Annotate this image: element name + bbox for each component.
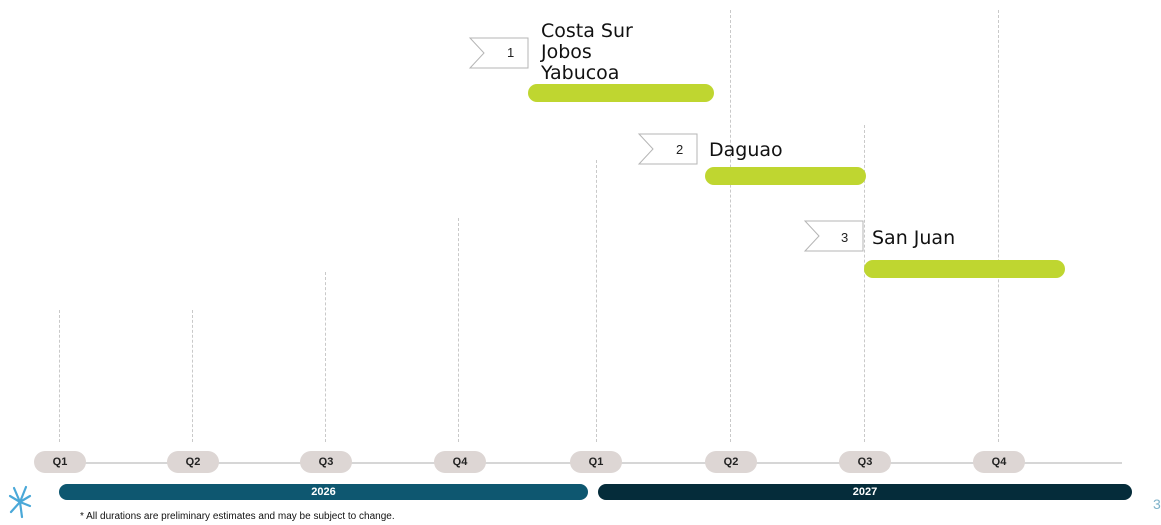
page-number: 3 <box>1153 496 1161 512</box>
phase-1-flag-shape <box>468 37 529 69</box>
phase-1-number: 1 <box>507 45 515 60</box>
phase-3-number: 3 <box>841 230 849 245</box>
phase-1-flag: 1 <box>468 37 530 72</box>
phase-1-line-2: Jobos <box>541 41 592 63</box>
guide-line-q1-2026 <box>59 310 60 442</box>
guide-line-q1-2027 <box>596 160 597 442</box>
quarter-pill-2027-q1: Q1 <box>570 451 622 473</box>
phase-2-flag: 2 <box>637 133 699 168</box>
phase-2-line-1: Daguao <box>709 139 783 161</box>
quarter-pill-2026-q2: Q2 <box>167 451 219 473</box>
quarter-pill-2026-q4: Q4 <box>434 451 486 473</box>
phase-1-duration-bar <box>528 84 714 102</box>
quarter-pill-2026-q1: Q1 <box>34 451 86 473</box>
phase-2-label: Daguao <box>709 140 783 161</box>
guide-line-q3-2027 <box>864 125 865 442</box>
phase-3-line-1: San Juan <box>872 227 956 249</box>
guide-line-q4-2027 <box>998 10 999 442</box>
phase-3-label: San Juan <box>872 228 955 249</box>
phase-3-flag: 3 <box>803 220 865 255</box>
guide-line-q3-2026 <box>325 272 326 442</box>
quarter-pill-2027-q4: Q4 <box>973 451 1025 473</box>
quarter-pill-2026-q3: Q3 <box>300 451 352 473</box>
year-bar-2027: 2027 <box>598 484 1132 500</box>
quarter-pill-2027-q2: Q2 <box>705 451 757 473</box>
phase-1-line-3: Yabucoa <box>541 62 620 84</box>
year-bar-2026: 2026 <box>59 484 588 500</box>
phase-2-duration-bar <box>705 167 866 185</box>
footnote: * All durations are preliminary estimate… <box>80 511 395 522</box>
phase-3-duration-bar <box>864 260 1065 278</box>
phase-3-flag-shape <box>803 220 864 252</box>
phase-1-label: Costa Sur Jobos Yabucoa <box>541 21 633 84</box>
guide-line-q2-2027 <box>730 10 731 442</box>
quarter-pill-2027-q3: Q3 <box>839 451 891 473</box>
phase-2-number: 2 <box>676 142 684 157</box>
starburst-logo-icon <box>8 484 32 525</box>
phase-1-line-1: Costa Sur <box>541 20 633 42</box>
guide-line-q4-2026 <box>458 218 459 442</box>
guide-line-q2-2026 <box>192 310 193 442</box>
phase-2-flag-shape <box>637 133 698 165</box>
